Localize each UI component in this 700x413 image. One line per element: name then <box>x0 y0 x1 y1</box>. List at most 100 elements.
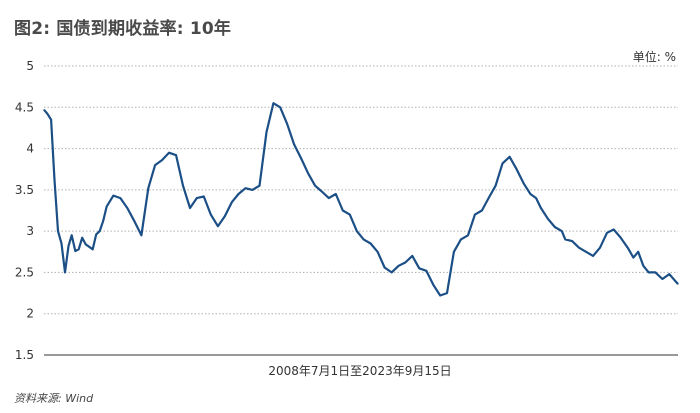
y-tick-label: 4.5 <box>15 100 34 114</box>
data-point <box>99 230 101 232</box>
data-point <box>349 214 351 216</box>
data-point <box>599 247 601 249</box>
data-point <box>46 113 49 115</box>
data-point <box>133 220 135 222</box>
data-point <box>561 230 563 232</box>
data-point <box>102 220 104 222</box>
data-point <box>585 251 587 253</box>
data-point <box>95 233 97 235</box>
data-point <box>81 237 83 239</box>
data-point <box>632 257 635 259</box>
data-point <box>300 157 302 160</box>
data-point <box>661 278 664 280</box>
data-point <box>189 207 191 209</box>
data-point <box>540 207 542 209</box>
y-tick-label: 2.5 <box>15 265 34 279</box>
data-point <box>637 251 639 253</box>
data-point <box>439 294 441 297</box>
y-tick-label: 3.5 <box>15 183 34 197</box>
data-point <box>488 197 490 199</box>
data-point <box>182 185 184 187</box>
data-point <box>668 273 670 275</box>
data-point <box>474 214 476 216</box>
y-tick-label: 5 <box>26 59 34 73</box>
chart-title: 图2: 国债到期收益率: 10年 <box>14 19 232 39</box>
data-point <box>231 201 233 203</box>
data-point <box>432 284 434 286</box>
data-point <box>627 247 629 249</box>
data-point <box>564 238 566 240</box>
data-point <box>64 271 66 273</box>
data-point <box>554 226 556 228</box>
data-point <box>78 248 80 250</box>
data-point <box>314 185 316 187</box>
data-point <box>453 251 455 253</box>
data-point <box>501 162 504 164</box>
data-point <box>411 255 413 257</box>
data-point <box>467 234 469 236</box>
data-point <box>210 214 212 216</box>
data-point <box>74 250 76 252</box>
data-point <box>106 205 108 207</box>
y-tick-label: 3 <box>26 224 34 238</box>
data-point <box>175 154 177 156</box>
data-point <box>481 209 483 212</box>
data-point <box>251 189 253 191</box>
y-tick-label: 2 <box>26 307 34 321</box>
data-point <box>50 119 52 121</box>
data-point <box>342 209 344 212</box>
y-tick-labels: 5 4.5 4 3.5 3 2.5 2 1.5 <box>15 59 34 362</box>
data-point <box>244 187 247 189</box>
data-point <box>85 243 87 245</box>
data-point <box>147 187 149 189</box>
data-point <box>119 197 121 199</box>
data-point <box>356 230 358 232</box>
data-point <box>571 240 573 242</box>
data-point <box>335 193 337 195</box>
data-point <box>126 207 128 209</box>
data-point <box>272 102 274 104</box>
data-point <box>88 246 90 248</box>
data-point <box>674 280 676 282</box>
data-point <box>516 168 518 170</box>
data-point <box>60 242 63 245</box>
data-point <box>547 218 549 220</box>
data-point <box>391 271 393 273</box>
y-tick-label: 4 <box>26 142 34 156</box>
data-point <box>71 234 73 236</box>
data-point <box>307 172 309 174</box>
data-point <box>203 195 205 198</box>
data-point <box>495 185 497 187</box>
x-axis-label: 2008年7月1日至2023年9月15日 <box>268 364 451 378</box>
data-point <box>529 193 532 195</box>
data-point <box>509 156 511 158</box>
data-point <box>384 266 386 269</box>
data-point <box>642 265 644 267</box>
data-point <box>237 193 240 195</box>
data-point <box>460 238 462 240</box>
data-point <box>370 242 372 245</box>
data-point <box>224 215 226 217</box>
data-point <box>112 195 114 197</box>
gridlines <box>44 65 678 315</box>
data-point <box>404 261 406 264</box>
data-point <box>398 265 400 267</box>
data-point <box>154 164 156 166</box>
unit-label: 单位: % <box>632 50 676 64</box>
data-point <box>620 237 622 239</box>
data-point <box>168 152 170 154</box>
source-note: 资料来源: Wind <box>14 392 94 405</box>
data-point <box>425 270 427 272</box>
data-point <box>648 271 650 273</box>
data-point <box>363 238 365 240</box>
data-point <box>523 182 525 184</box>
data-point <box>535 197 537 199</box>
data-point <box>140 234 142 236</box>
data-point <box>265 131 268 133</box>
data-point <box>258 185 261 187</box>
data-point <box>328 197 330 199</box>
data-point <box>57 230 59 232</box>
data-point <box>377 251 379 253</box>
data-point <box>67 245 70 247</box>
